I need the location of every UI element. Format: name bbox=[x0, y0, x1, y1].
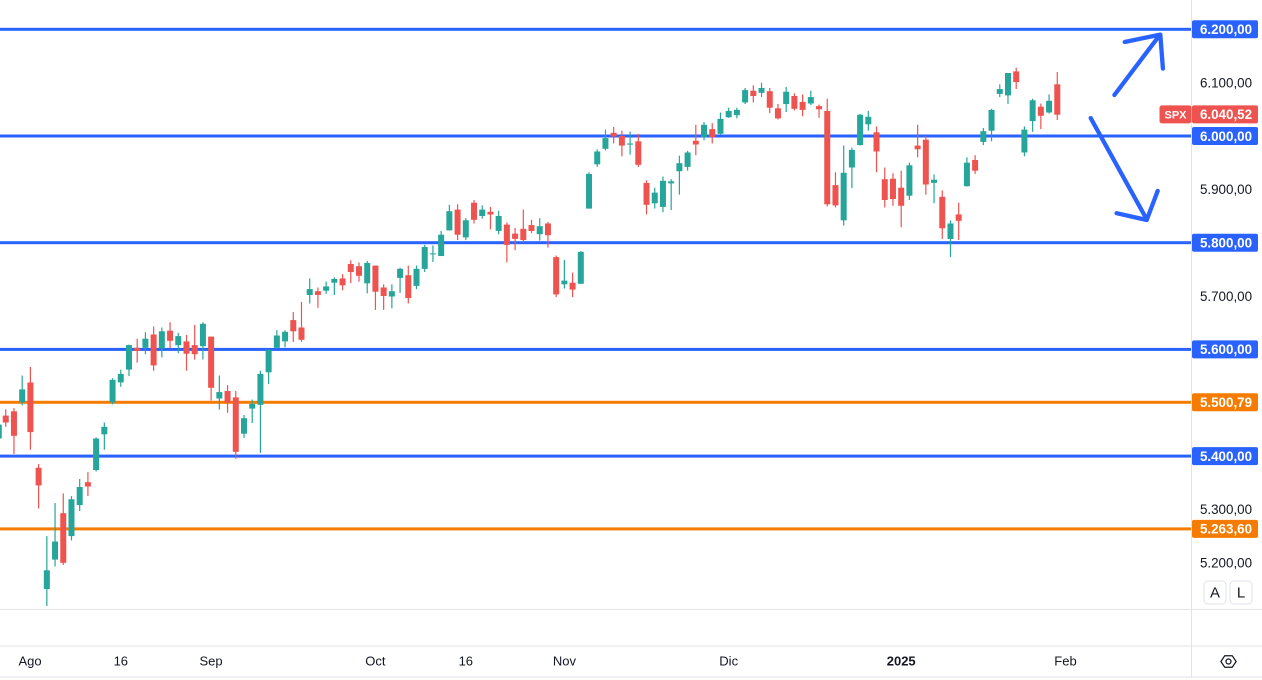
svg-text:Ago: Ago bbox=[19, 654, 42, 669]
svg-text:16: 16 bbox=[459, 654, 473, 669]
svg-text:5.300,00: 5.300,00 bbox=[1200, 502, 1252, 517]
svg-text:5.500,79: 5.500,79 bbox=[1200, 395, 1252, 410]
svg-text:5.700,00: 5.700,00 bbox=[1200, 289, 1252, 304]
svg-text:Dic: Dic bbox=[719, 654, 738, 669]
svg-text:2025: 2025 bbox=[887, 654, 916, 669]
svg-text:A: A bbox=[1210, 585, 1220, 602]
svg-text:Sep: Sep bbox=[200, 654, 223, 669]
svg-text:5.263,60: 5.263,60 bbox=[1200, 522, 1252, 537]
svg-text:6.000,00: 6.000,00 bbox=[1200, 129, 1252, 144]
svg-text:5.900,00: 5.900,00 bbox=[1200, 182, 1252, 197]
svg-text:5.200,00: 5.200,00 bbox=[1200, 556, 1252, 571]
svg-text:Oct: Oct bbox=[365, 654, 386, 669]
svg-text:L: L bbox=[1237, 585, 1245, 602]
svg-text:Feb: Feb bbox=[1054, 654, 1076, 669]
svg-text:6.200,00: 6.200,00 bbox=[1200, 22, 1252, 37]
svg-text:16: 16 bbox=[114, 654, 128, 669]
svg-text:5.800,00: 5.800,00 bbox=[1200, 236, 1252, 251]
svg-text:5.600,00: 5.600,00 bbox=[1200, 342, 1252, 357]
svg-text:Nov: Nov bbox=[553, 654, 577, 669]
svg-text:6.100,00: 6.100,00 bbox=[1200, 76, 1252, 91]
svg-text:5.400,00: 5.400,00 bbox=[1200, 449, 1252, 464]
svg-text:SPX: SPX bbox=[1164, 109, 1187, 121]
svg-text:6.040,52: 6.040,52 bbox=[1200, 107, 1252, 122]
